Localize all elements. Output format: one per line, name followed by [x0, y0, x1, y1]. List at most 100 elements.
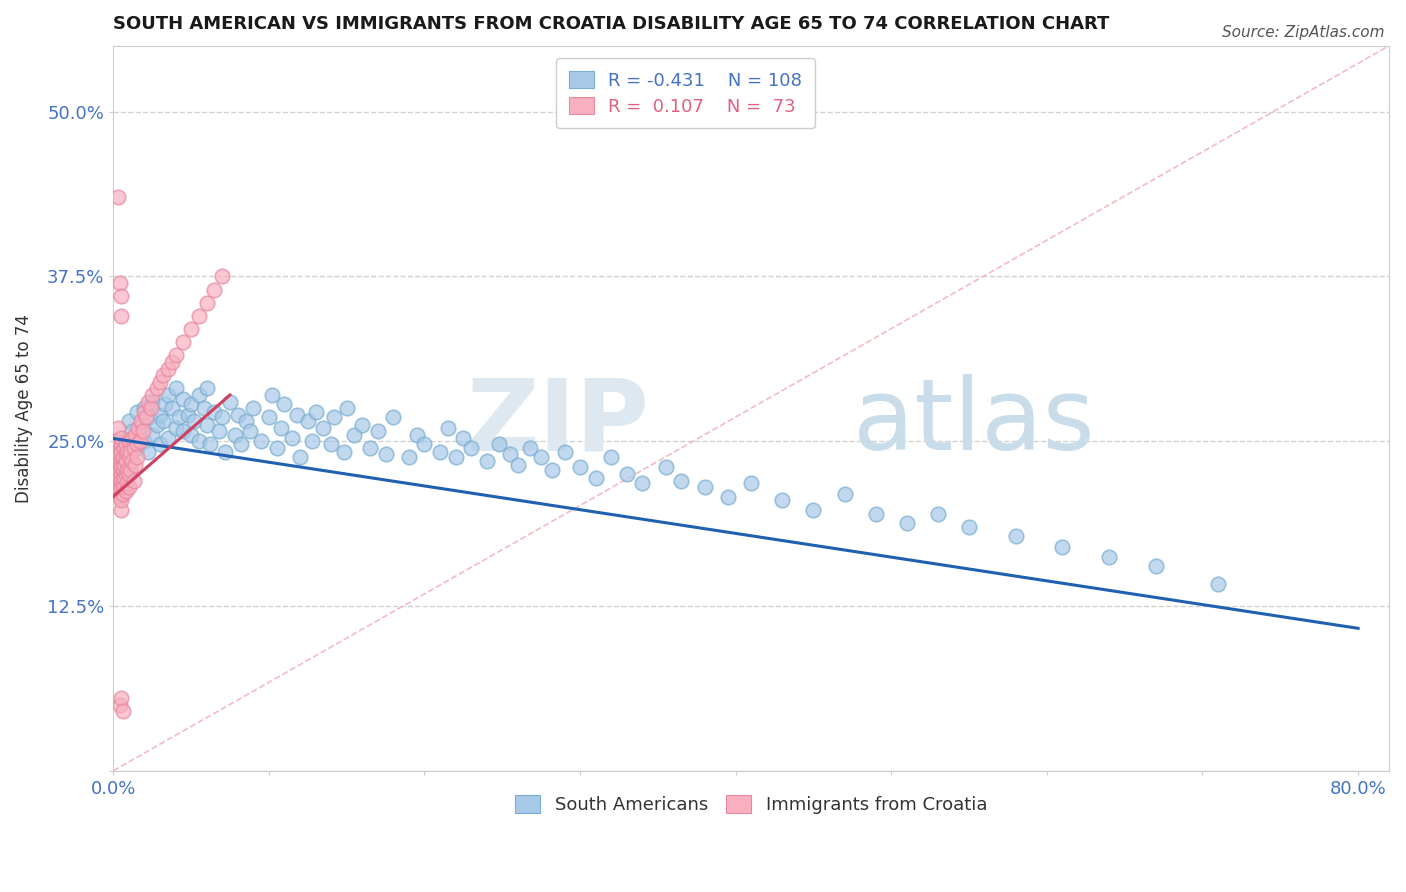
Point — [273, 397, 295, 411]
Point — [475, 454, 498, 468]
Point — [312, 421, 335, 435]
Point — [122, 474, 145, 488]
Point — [180, 397, 202, 411]
Point — [125, 450, 148, 464]
Point — [600, 450, 623, 464]
Point — [1004, 529, 1026, 543]
Point — [117, 476, 139, 491]
Point — [285, 408, 308, 422]
Point — [239, 424, 262, 438]
Point — [114, 437, 136, 451]
Point — [128, 434, 150, 449]
Point — [1052, 540, 1074, 554]
Point — [118, 480, 141, 494]
Point — [195, 418, 218, 433]
Point — [1144, 559, 1167, 574]
Point — [693, 480, 716, 494]
Point — [183, 414, 205, 428]
Point — [134, 401, 156, 416]
Point — [770, 493, 793, 508]
Point — [108, 490, 131, 504]
Point — [112, 480, 135, 494]
Point — [208, 424, 231, 438]
Text: ZIP: ZIP — [467, 374, 650, 471]
Point — [117, 463, 139, 477]
Point — [167, 410, 190, 425]
Point — [124, 427, 146, 442]
Point — [530, 450, 553, 464]
Point — [121, 424, 143, 438]
Point — [172, 424, 194, 438]
Point — [118, 414, 141, 428]
Point — [398, 450, 420, 464]
Point — [132, 424, 155, 438]
Point — [135, 410, 157, 425]
Point — [177, 408, 200, 422]
Point — [129, 421, 152, 435]
Point — [172, 335, 194, 350]
Point — [281, 432, 304, 446]
Point — [118, 467, 141, 481]
Point — [193, 401, 215, 416]
Point — [180, 427, 202, 442]
Point — [114, 434, 136, 449]
Point — [162, 355, 184, 369]
Point — [108, 698, 131, 712]
Point — [110, 467, 132, 481]
Point — [129, 414, 152, 428]
Point — [214, 444, 236, 458]
Point — [134, 434, 156, 449]
Point — [146, 418, 169, 433]
Point — [224, 427, 246, 442]
Point — [226, 408, 249, 422]
Point — [108, 454, 131, 468]
Point — [108, 476, 131, 491]
Point — [453, 432, 475, 446]
Point — [122, 441, 145, 455]
Point — [118, 450, 141, 464]
Point — [105, 434, 128, 449]
Point — [110, 437, 132, 451]
Point — [374, 447, 396, 461]
Point — [111, 450, 134, 464]
Point — [211, 410, 233, 425]
Point — [125, 437, 148, 451]
Point — [110, 487, 132, 501]
Point — [146, 381, 169, 395]
Point — [114, 447, 136, 461]
Point — [266, 441, 288, 455]
Point — [187, 434, 209, 449]
Point — [654, 460, 676, 475]
Point — [242, 401, 264, 416]
Point — [120, 463, 142, 477]
Point — [117, 444, 139, 458]
Point — [156, 388, 179, 402]
Point — [149, 375, 172, 389]
Point — [141, 427, 163, 442]
Point — [153, 397, 176, 411]
Point — [110, 493, 132, 508]
Point — [134, 405, 156, 419]
Point — [332, 444, 354, 458]
Point — [631, 476, 654, 491]
Point — [405, 427, 427, 442]
Point — [107, 463, 129, 477]
Point — [118, 434, 141, 449]
Point — [165, 381, 187, 395]
Point — [195, 381, 218, 395]
Point — [105, 474, 128, 488]
Point — [165, 421, 187, 435]
Point — [120, 444, 142, 458]
Point — [270, 421, 292, 435]
Point — [321, 437, 343, 451]
Point — [211, 269, 233, 284]
Point — [114, 454, 136, 468]
Point — [165, 348, 187, 362]
Point — [554, 444, 576, 458]
Point — [136, 444, 159, 458]
Point — [1206, 576, 1229, 591]
Point — [488, 437, 510, 451]
Text: SOUTH AMERICAN VS IMMIGRANTS FROM CROATIA DISABILITY AGE 65 TO 74 CORRELATION CH: SOUTH AMERICAN VS IMMIGRANTS FROM CROATI… — [114, 15, 1109, 33]
Point — [107, 421, 129, 435]
Point — [108, 458, 131, 472]
